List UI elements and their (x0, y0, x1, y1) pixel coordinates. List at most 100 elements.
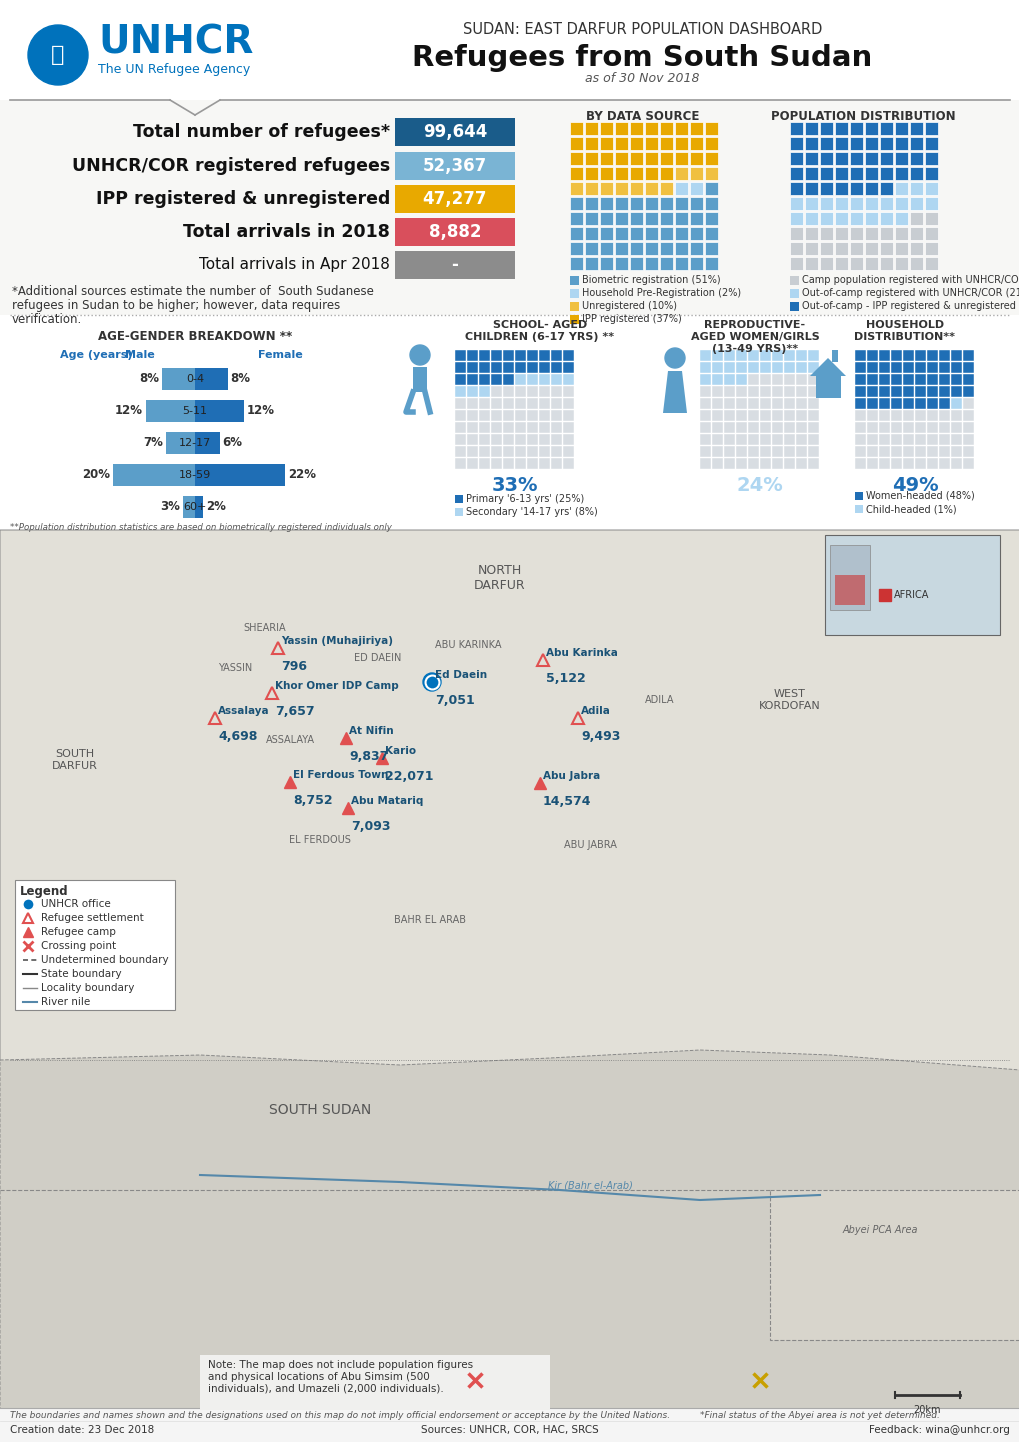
Text: *Final status of the Abyei area is not yet determined.: *Final status of the Abyei area is not y… (699, 1410, 938, 1419)
Bar (878, 423, 890, 433)
Bar (490, 446, 501, 457)
Text: refugees in Sudan to be higher; however, data requires: refugees in Sudan to be higher; however,… (12, 298, 340, 311)
Bar (804, 257, 817, 270)
Bar (490, 373, 501, 385)
Bar (689, 212, 702, 225)
Bar (926, 459, 937, 469)
Bar (146, 399, 195, 423)
Bar (538, 459, 549, 469)
Bar (807, 410, 818, 421)
Bar (585, 242, 597, 255)
Bar (644, 226, 657, 239)
Bar (599, 123, 612, 136)
Bar (866, 398, 877, 410)
Bar (570, 257, 583, 270)
Bar (926, 446, 937, 457)
Bar (854, 459, 865, 469)
Bar (736, 386, 746, 397)
Bar (699, 373, 710, 385)
Bar (467, 410, 478, 421)
Bar (585, 257, 597, 270)
Text: IPP registered & unregistered: IPP registered & unregistered (96, 190, 389, 208)
Bar (699, 410, 710, 421)
Bar (878, 410, 890, 421)
Bar (585, 123, 597, 136)
Bar (854, 398, 865, 410)
Bar (467, 373, 478, 385)
Bar (515, 434, 526, 446)
Circle shape (427, 676, 436, 686)
Bar (527, 459, 537, 469)
Text: IPP registered (37%): IPP registered (37%) (582, 314, 681, 324)
Text: Women-headed (48%): Women-headed (48%) (865, 490, 974, 500)
Bar (759, 362, 770, 373)
Bar (699, 446, 710, 457)
Bar (878, 386, 890, 397)
Bar (644, 137, 657, 150)
Bar (490, 459, 501, 469)
Bar (759, 386, 770, 397)
Bar (644, 182, 657, 195)
Bar (467, 434, 478, 446)
Text: SCHOOL- AGED: SCHOOL- AGED (492, 320, 587, 330)
Text: 6%: 6% (222, 437, 243, 450)
Bar (784, 423, 794, 433)
Bar (835, 151, 847, 164)
Bar (515, 398, 526, 410)
Bar (490, 398, 501, 410)
Bar (711, 434, 722, 446)
Text: DISTRIBUTION**: DISTRIBUTION** (854, 332, 955, 342)
Bar (490, 423, 501, 433)
Text: 5,122: 5,122 (545, 672, 585, 685)
Text: Total arrivals in Apr 2018: Total arrivals in Apr 2018 (199, 258, 389, 273)
Bar (723, 446, 735, 457)
Text: 22,071: 22,071 (384, 770, 433, 783)
Bar (950, 459, 961, 469)
Bar (894, 182, 907, 195)
Bar (759, 446, 770, 457)
Bar (759, 373, 770, 385)
Bar (866, 434, 877, 446)
Bar (924, 151, 937, 164)
Bar (723, 434, 735, 446)
Bar (467, 350, 478, 360)
Bar (854, 350, 865, 360)
Bar (790, 137, 802, 150)
Bar (771, 459, 783, 469)
Bar (819, 257, 833, 270)
Text: Out-of-camp registered with UNHCR/COR (21%): Out-of-camp registered with UNHCR/COR (2… (801, 288, 1019, 298)
Bar (819, 242, 833, 255)
Bar (562, 350, 574, 360)
Bar (538, 446, 549, 457)
Bar (614, 137, 628, 150)
Text: Refugee settlement: Refugee settlement (41, 913, 144, 923)
Text: EL FERDOUS: EL FERDOUS (288, 835, 351, 845)
Circle shape (410, 345, 430, 365)
Bar (879, 198, 892, 211)
Bar (804, 167, 817, 180)
Bar (675, 212, 688, 225)
Bar (747, 410, 758, 421)
Text: Total number of refugees*: Total number of refugees* (132, 123, 389, 141)
Bar (614, 242, 628, 255)
Bar (599, 198, 612, 211)
Bar (962, 398, 973, 410)
Bar (490, 350, 501, 360)
Bar (736, 434, 746, 446)
Bar (413, 368, 427, 392)
Bar (527, 434, 537, 446)
Text: 796: 796 (280, 660, 307, 673)
Bar (866, 423, 877, 433)
Text: Female: Female (258, 350, 302, 360)
Text: 12%: 12% (247, 405, 275, 418)
Bar (807, 398, 818, 410)
Bar (689, 123, 702, 136)
Bar (962, 386, 973, 397)
Bar (795, 386, 806, 397)
Bar (502, 434, 514, 446)
Bar (394, 251, 515, 278)
Bar (704, 257, 717, 270)
Bar (704, 137, 717, 150)
Bar (962, 446, 973, 457)
Bar (914, 398, 925, 410)
